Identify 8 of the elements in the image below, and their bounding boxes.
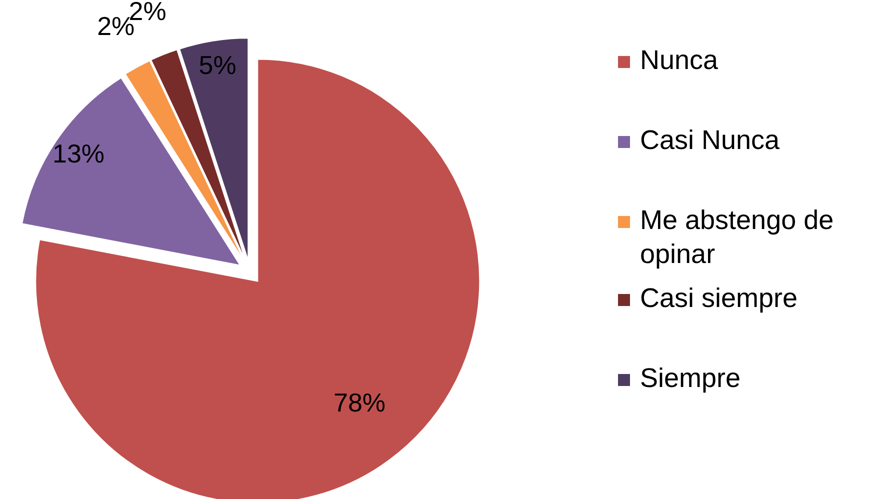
legend-label: Casi Nunca: [640, 125, 781, 156]
data-label: 13%: [52, 138, 105, 168]
legend-label: Casi siempre: [640, 283, 798, 314]
legend-label: Siempre: [640, 363, 741, 394]
legend-label: Nunca: [640, 45, 720, 76]
legend-label: Me abstengo de opinar: [640, 205, 834, 270]
data-label: 78%: [334, 387, 386, 418]
data-label: 5%: [198, 50, 236, 80]
